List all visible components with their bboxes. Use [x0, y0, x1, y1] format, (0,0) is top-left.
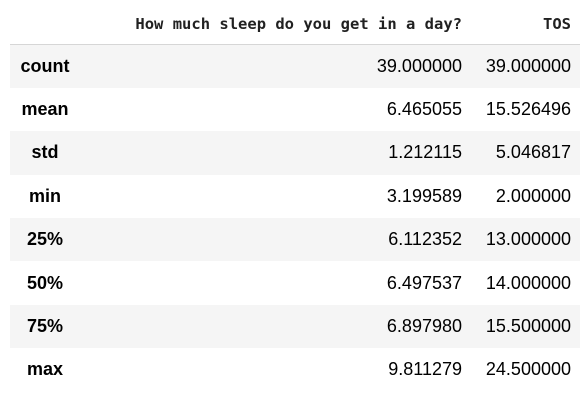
cell-tos: 15.526496: [485, 99, 571, 120]
cell-sleep: 1.212115: [388, 142, 462, 163]
table-row: max 9.811279 24.500000: [10, 348, 580, 391]
cell-sleep: 6.497537: [386, 272, 462, 293]
cell-tos: 39.000000: [485, 55, 571, 76]
cell-tos: 15.500000: [485, 316, 571, 337]
table-row: mean 6.465055 15.526496: [10, 88, 580, 131]
table-row: std 1.212115 5.046817: [10, 131, 580, 175]
table-row: count 39.000000 39.000000: [10, 44, 580, 88]
describe-table: How much sleep do you get in a day? TOS …: [10, 3, 580, 392]
cell-tos: 24.500000: [485, 359, 571, 380]
table-row: 25% 6.112352 13.000000: [10, 218, 580, 262]
row-label: 75%: [26, 316, 64, 337]
header-row: How much sleep do you get in a day? TOS: [10, 3, 580, 45]
cell-sleep: 6.112352: [388, 229, 462, 250]
row-label: count: [20, 55, 70, 76]
cell-tos: 2.000000: [495, 185, 571, 206]
cell-sleep: 9.811279: [388, 359, 462, 380]
column-header-tos: TOS: [471, 3, 580, 45]
cell-sleep: 3.199589: [386, 185, 462, 206]
column-header-sleep: How much sleep do you get in a day?: [80, 3, 471, 45]
cell-sleep: 39.000000: [376, 55, 462, 76]
row-label: 25%: [26, 229, 64, 250]
row-label: min: [28, 185, 61, 206]
table-row: 75% 6.897980 15.500000: [10, 304, 580, 349]
cell-tos: 5.046817: [495, 142, 571, 163]
row-label: mean: [21, 99, 69, 120]
index-header: [10, 3, 80, 45]
cell-sleep: 6.897980: [386, 316, 462, 337]
table-row: min 3.199589 2.000000: [10, 175, 580, 218]
row-label: 50%: [26, 272, 64, 293]
row-label: max: [26, 359, 64, 380]
cell-sleep: 6.465055: [386, 99, 462, 120]
row-label: std: [31, 142, 59, 163]
cell-tos: 13.000000: [485, 229, 571, 250]
table-row: 50% 6.497537 14.000000: [10, 261, 580, 304]
cell-tos: 14.000000: [485, 272, 571, 293]
